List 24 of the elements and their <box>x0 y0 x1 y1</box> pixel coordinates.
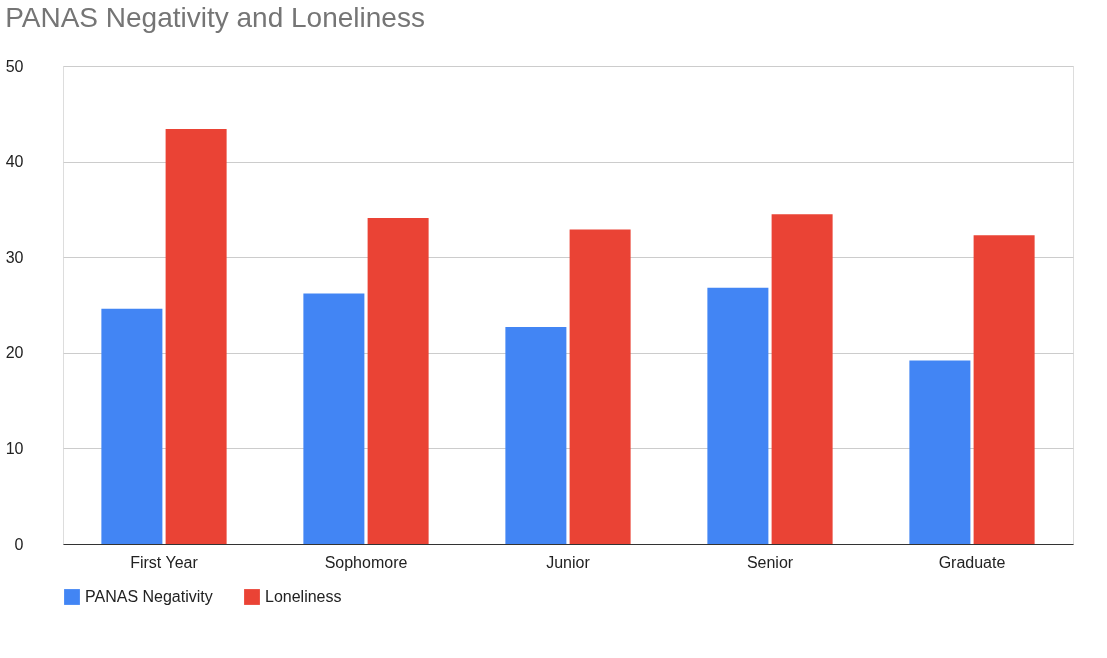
x-tick-label: Junior <box>546 553 591 571</box>
bar <box>569 229 631 544</box>
bar <box>505 326 567 544</box>
bar <box>973 235 1035 544</box>
bar <box>367 218 429 544</box>
y-tick-label: 10 <box>5 439 24 457</box>
y-tick-label: 50 <box>5 57 24 75</box>
legend-label: PANAS Negativity <box>85 588 213 605</box>
chart-title: PANAS Negativity and Loneliness <box>5 2 425 33</box>
x-tick-label: First Year <box>130 553 199 571</box>
y-tick-label: 20 <box>5 344 24 362</box>
bar <box>909 360 971 544</box>
bar <box>707 287 769 544</box>
bar <box>771 214 833 544</box>
bar <box>101 308 163 544</box>
x-tick-label: Sophomore <box>324 553 408 571</box>
bar <box>303 293 365 544</box>
legend-label: Loneliness <box>265 588 342 605</box>
bar <box>165 129 227 544</box>
x-tick-label: Graduate <box>938 553 1006 571</box>
x-tick-label: Senior <box>746 553 794 571</box>
y-tick-label: 40 <box>5 153 24 171</box>
y-tick-label: 30 <box>5 248 24 266</box>
y-tick-label: 0 <box>14 535 24 553</box>
